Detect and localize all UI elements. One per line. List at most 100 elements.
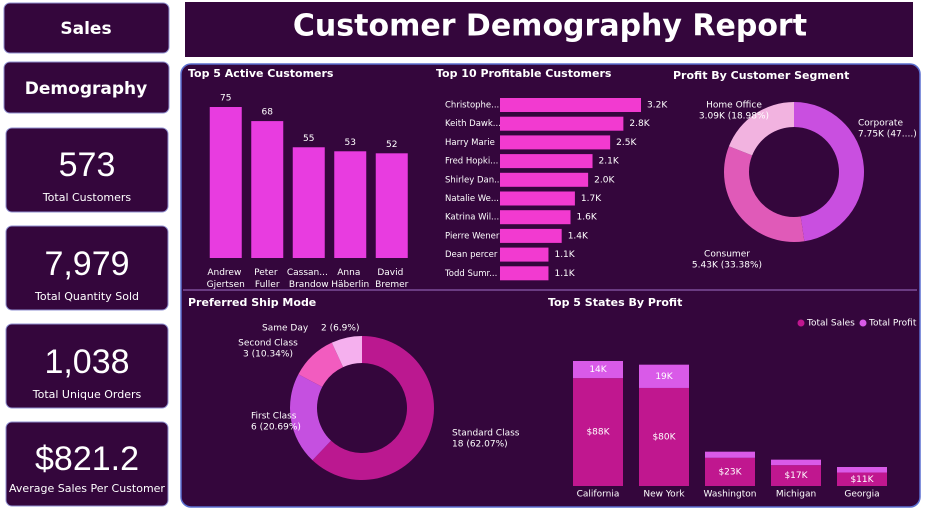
data-label: 2.0K [594, 175, 615, 185]
data-label: 68 [262, 108, 274, 118]
legend-marker [797, 319, 805, 327]
segment-label: Standard Class [452, 429, 520, 439]
y-tick-label: Keith Dawk... [445, 119, 501, 129]
bar-segment [573, 378, 623, 486]
kpi-label: Total Quantity Sold [34, 290, 139, 303]
y-tick-label: Harry Marie [445, 138, 495, 148]
data-label: 1.6K [577, 213, 598, 223]
x-tick-label: New York [643, 490, 685, 500]
bar [500, 266, 549, 281]
legend-marker [859, 319, 867, 327]
data-label: 1.1K [554, 250, 575, 260]
bar [500, 247, 549, 262]
bar-segment [639, 387, 689, 486]
bar [500, 116, 624, 131]
kpi-card [5, 127, 169, 213]
data-label: $11K [850, 475, 874, 485]
donut-segment [794, 102, 865, 242]
x-tick-label: Michigan [776, 490, 816, 500]
data-label: 14K [589, 365, 607, 375]
chart-title: Top 5 States By Profit [548, 296, 682, 309]
bar-segment [837, 467, 887, 473]
chart-title: Profit By Customer Segment [673, 69, 849, 82]
bar [292, 147, 325, 258]
donut-segment [290, 374, 332, 461]
nav-button[interactable] [3, 61, 170, 114]
segment-value: 3.09K (18.98%) [699, 112, 769, 122]
kpi-label: Total Customers [42, 191, 132, 204]
kpi-value: 573 [59, 146, 116, 184]
y-tick-label: Pierre Wener [445, 231, 500, 241]
bar-segment [771, 459, 821, 466]
bar [500, 210, 571, 225]
data-label: 2.1K [599, 157, 620, 167]
segment-label: Home Office [706, 101, 762, 111]
segment-label: Consumer [704, 250, 750, 260]
bar-segment [837, 472, 887, 486]
kpi-value: 7,979 [44, 245, 129, 283]
bar [500, 154, 593, 169]
x-tick-label: Anna Häberlin [331, 268, 369, 290]
data-label: 1.1K [554, 269, 575, 279]
nav-label[interactable]: Demography [25, 79, 147, 99]
bar-segment [771, 465, 821, 486]
segment-value: 5.43K (33.38%) [692, 261, 762, 271]
y-tick-label: Fred Hopki... [445, 157, 498, 167]
donut-segment [298, 342, 344, 387]
x-tick-label: California [577, 490, 620, 500]
legend-label: Total Profit [868, 319, 917, 329]
data-label: $88K [586, 428, 610, 438]
data-label: 19K [655, 372, 673, 382]
x-tick-label: Andrew Gjertsen [207, 268, 245, 290]
legend-label: Total Sales [806, 319, 855, 329]
bar [500, 191, 575, 206]
data-label: 53 [345, 138, 356, 148]
donut-segment [312, 336, 435, 480]
x-tick-label: Georgia [844, 490, 879, 500]
kpi-card [5, 323, 169, 409]
chart-title: Top 5 Active Customers [188, 67, 334, 80]
y-tick-label: Shirley Dan... [445, 175, 502, 185]
bar [209, 107, 242, 258]
data-label: $17K [784, 471, 808, 481]
kpi-label: Average Sales Per Customer [9, 482, 165, 495]
x-tick-label: Peter Fuller [254, 268, 280, 290]
x-tick-label: Cassan... Brandow [287, 268, 331, 290]
segment-value: 7.75K (47....) [858, 130, 917, 140]
segment-label: Second Class [238, 339, 298, 349]
segment-label: First Class [251, 412, 297, 422]
nav-label[interactable]: Sales [60, 19, 111, 39]
bar [334, 151, 367, 258]
bar-segment [573, 361, 623, 379]
kpi-card [5, 421, 169, 507]
donut-segment [728, 102, 794, 156]
data-label: 75 [220, 94, 231, 104]
kpi-label: Total Unique Orders [32, 388, 142, 401]
data-label: 1.7K [581, 194, 602, 204]
header [185, 2, 913, 57]
donut-segment [331, 336, 362, 368]
kpi-value: $821.2 [35, 440, 139, 478]
y-tick-label: Katrina Wil... [445, 213, 499, 223]
y-tick-label: Dean percer [445, 250, 498, 260]
data-label: $80K [652, 432, 676, 442]
bar [500, 98, 641, 112]
nav-button[interactable] [3, 2, 170, 54]
bar-segment [705, 457, 755, 486]
chart-title: Top 10 Profitable Customers [436, 67, 612, 80]
segment-value: 3 (10.34%) [243, 350, 293, 360]
data-label: 55 [303, 134, 314, 144]
kpi-card [5, 225, 169, 311]
segment-value: 2 (6.9%) [321, 324, 359, 334]
donut-segment [724, 146, 805, 243]
chart-title: Preferred Ship Mode [188, 296, 316, 309]
data-label: 2.5K [616, 138, 637, 148]
y-tick-label: Todd Sumr... [444, 269, 497, 279]
data-label: 52 [386, 140, 397, 150]
data-label: 2.8K [629, 119, 650, 129]
segment-value: 6 (20.69%) [251, 423, 301, 433]
segment-value: 18 (62.07%) [452, 440, 508, 450]
bar [251, 121, 284, 259]
bar-segment [705, 451, 755, 458]
